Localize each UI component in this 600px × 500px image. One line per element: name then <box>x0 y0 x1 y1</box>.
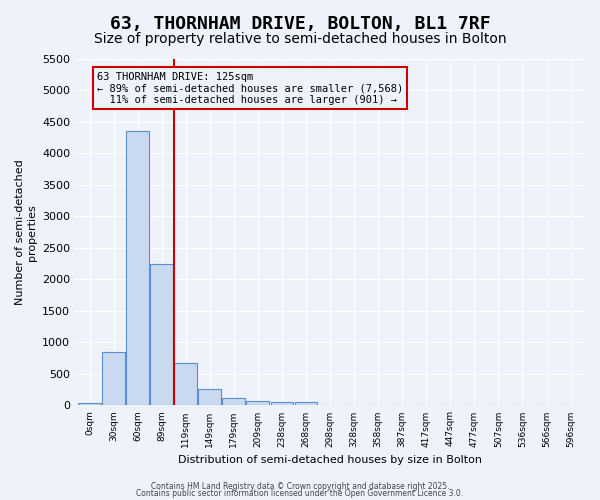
Bar <box>175 362 197 406</box>
Y-axis label: Number of semi-detached
properties: Number of semi-detached properties <box>15 160 37 305</box>
Bar <box>199 390 221 406</box>
Text: Contains public sector information licensed under the Open Government Licence 3.: Contains public sector information licen… <box>136 488 464 498</box>
Bar <box>150 264 173 406</box>
Text: Contains HM Land Registry data © Crown copyright and database right 2025.: Contains HM Land Registry data © Crown c… <box>151 482 449 491</box>
Bar <box>223 398 245 406</box>
Bar <box>247 402 269 406</box>
Text: 63, THORNHAM DRIVE, BOLTON, BL1 7RF: 63, THORNHAM DRIVE, BOLTON, BL1 7RF <box>110 15 490 33</box>
Bar <box>271 402 293 406</box>
Text: Size of property relative to semi-detached houses in Bolton: Size of property relative to semi-detach… <box>94 32 506 46</box>
Text: 63 THORNHAM DRIVE: 125sqm
← 89% of semi-detached houses are smaller (7,568)
  11: 63 THORNHAM DRIVE: 125sqm ← 89% of semi-… <box>97 72 403 105</box>
Bar <box>102 352 125 406</box>
Bar <box>295 402 317 406</box>
Bar <box>78 403 101 406</box>
Bar <box>126 132 149 406</box>
X-axis label: Distribution of semi-detached houses by size in Bolton: Distribution of semi-detached houses by … <box>178 455 482 465</box>
